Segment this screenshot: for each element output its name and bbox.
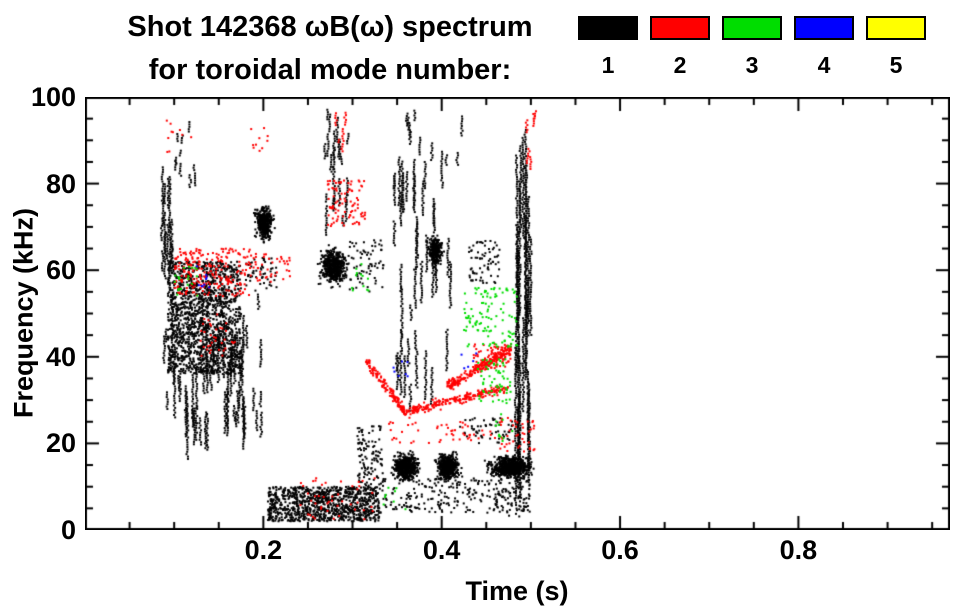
legend-swatch-mode-1 bbox=[578, 16, 638, 40]
y-tick-label: 60 bbox=[45, 255, 76, 286]
y-tick-label: 80 bbox=[45, 168, 76, 199]
legend-label-mode-2: 2 bbox=[673, 52, 687, 78]
legend-label-mode-3: 3 bbox=[745, 52, 759, 78]
legend-swatch-mode-4 bbox=[794, 16, 854, 40]
legend-label-mode-4: 4 bbox=[817, 52, 831, 78]
legend-swatch-row bbox=[578, 16, 926, 40]
spectrogram-canvas bbox=[85, 97, 950, 530]
y-axis-title: Frequency (kHz) bbox=[8, 207, 39, 419]
chart-title: Shot 142368 ωB(ω) spectrum for toroidal … bbox=[95, 6, 565, 92]
y-tick-label: 20 bbox=[45, 428, 76, 459]
x-tick-label: 0.6 bbox=[601, 535, 639, 565]
plot-area bbox=[85, 97, 950, 530]
x-tick-label: 0.4 bbox=[422, 535, 461, 565]
legend-label-mode-1: 1 bbox=[601, 52, 615, 78]
x-axis-title: Time (s) bbox=[465, 576, 569, 606]
chart-title-line1: Shot 142368 ωB(ω) spectrum bbox=[127, 11, 533, 43]
legend-swatch-mode-5 bbox=[866, 16, 926, 40]
mode-legend: 1 2 3 4 5 bbox=[578, 16, 926, 79]
chart-title-line2: for toroidal mode number: bbox=[148, 54, 512, 86]
y-tick-label: 0 bbox=[60, 515, 76, 545]
y-tick-label: 40 bbox=[45, 341, 76, 372]
legend-label-mode-5: 5 bbox=[889, 52, 903, 78]
x-tick-label: 0.8 bbox=[779, 535, 818, 565]
legend-label-row: 1 2 3 4 5 bbox=[578, 52, 926, 79]
legend-swatch-mode-2 bbox=[650, 16, 710, 40]
y-tick-label: 100 bbox=[30, 82, 76, 112]
legend-swatch-mode-3 bbox=[722, 16, 782, 40]
x-tick-label: 0.2 bbox=[244, 535, 283, 565]
